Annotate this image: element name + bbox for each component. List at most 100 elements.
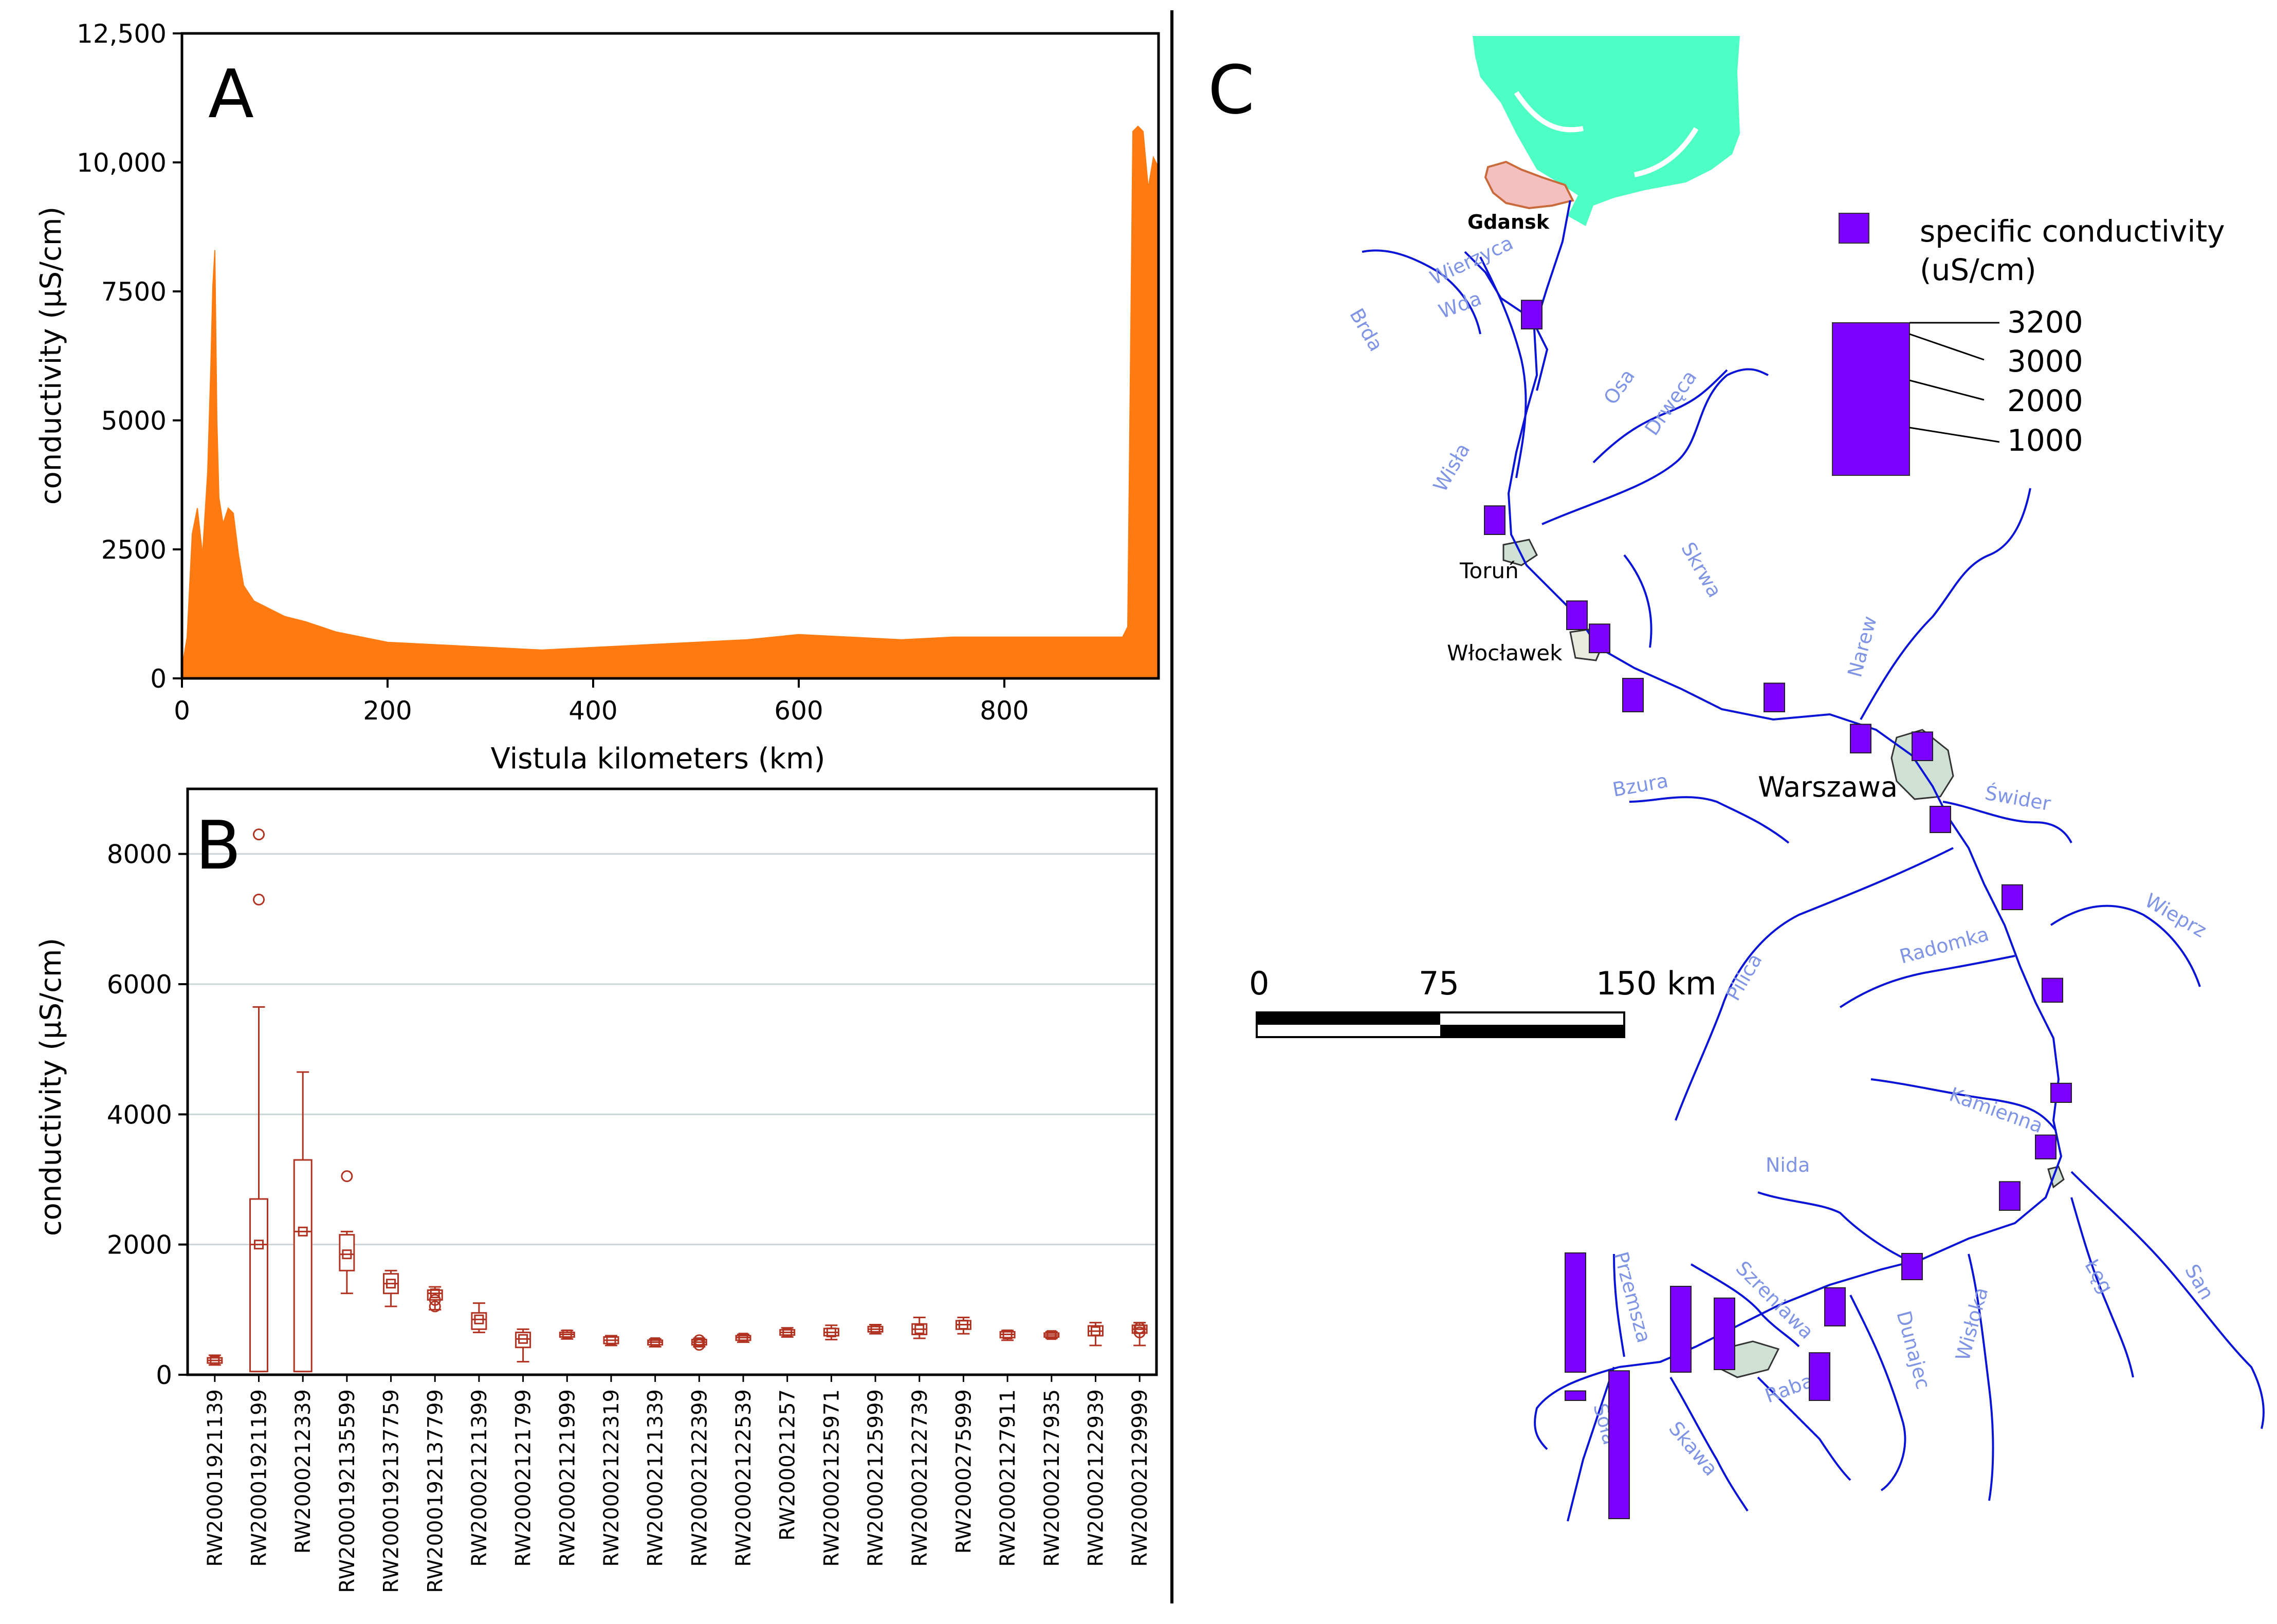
box-outlier xyxy=(693,1339,705,1351)
panel-b-box xyxy=(647,1337,664,1348)
skawa-river xyxy=(1669,1376,1749,1512)
dunajec-river xyxy=(1849,1295,1906,1491)
panel-b-box xyxy=(735,1333,751,1343)
scale-segment-2 xyxy=(1440,1025,1624,1037)
bzura-river xyxy=(1629,796,1790,844)
panel-b-category-label: RW200021257 xyxy=(776,1389,800,1541)
panel-a-y-tick-label: 7500 xyxy=(101,277,167,307)
box-outlier xyxy=(253,828,265,841)
legend-line-1000 xyxy=(1909,427,2000,443)
panel-b-box xyxy=(999,1329,1016,1341)
city-label-warszawa: Warszawa xyxy=(1758,771,1898,803)
city-labels: Gdansk Toruń Włocławek Warszawa xyxy=(1447,211,1898,803)
box-iqr xyxy=(249,1198,269,1373)
box-iqr xyxy=(293,1159,313,1373)
map-bar-wloclawek-2 xyxy=(1589,623,1610,653)
map-bar-wieprz xyxy=(2001,884,2023,911)
przemsza-river xyxy=(1613,1253,1625,1357)
map-bar-krakow xyxy=(1714,1297,1735,1370)
legend-line-3000 xyxy=(1909,333,1985,361)
box-mean-marker xyxy=(518,1334,528,1344)
panel-b-boxes xyxy=(207,828,1148,1373)
panel-a-x-axis-title: Vistula kilometers (km) xyxy=(491,742,825,776)
panel-b-box xyxy=(515,1328,531,1363)
panel-a-frame xyxy=(180,32,1160,680)
panel-a-y-tick-label: 12,500 xyxy=(77,19,167,49)
drweca-river xyxy=(1541,368,1769,525)
map-bar-wloclawek-1 xyxy=(1566,600,1588,630)
raba-river xyxy=(1757,1376,1851,1481)
swider-river xyxy=(1942,801,2072,843)
city-label-torun: Toruń xyxy=(1459,558,1519,583)
panel-b-box xyxy=(823,1324,839,1341)
box-outlier xyxy=(253,893,265,906)
szreniawa-river xyxy=(1690,1263,1800,1348)
legend-level-3200: 3200 xyxy=(2007,305,2083,340)
panel-a-x-tick-label: 800 xyxy=(980,696,1029,726)
panel-b-y-ticks: 0 2000 4000 6000 8000 xyxy=(107,840,188,1390)
legend-line-2000 xyxy=(1909,379,1985,401)
map-bar-wda xyxy=(1521,300,1543,329)
radomka-river xyxy=(1839,955,2015,1008)
panel-b-category-label: RW20002122939 xyxy=(1084,1389,1108,1567)
legend-title: specific conductivity xyxy=(1920,214,2225,249)
legend-level-1000: 1000 xyxy=(2007,423,2083,458)
panel-b-y-tick-label: 4000 xyxy=(107,1100,172,1130)
panel-b-category-label: RW2000192137799 xyxy=(424,1389,447,1593)
gdansk-area xyxy=(1484,160,1574,210)
box-mean-marker xyxy=(606,1335,616,1345)
panel-a-y-tick-label: 5000 xyxy=(101,406,167,436)
panel-a-x-tick-label: 600 xyxy=(774,696,823,726)
map-bar-sola xyxy=(1565,1390,1586,1401)
map-scale-bar: 0 75 150 km xyxy=(1249,965,1716,1038)
box-mean-marker xyxy=(254,1240,264,1250)
map-bar-szreniawa xyxy=(1824,1287,1846,1326)
box-outlier xyxy=(1133,1326,1146,1339)
box-mean-marker xyxy=(562,1329,572,1339)
legend-level-3000: 3000 xyxy=(2007,344,2083,379)
panel-b-category-label: RW2000212339 xyxy=(291,1389,315,1554)
kamienna-river xyxy=(1870,1078,2057,1132)
san-river xyxy=(2070,1171,2265,1429)
box-mean-marker xyxy=(650,1337,660,1348)
legend-level-2000: 2000 xyxy=(2007,383,2083,418)
box-mean-marker xyxy=(738,1333,748,1343)
scale-segment-1 xyxy=(1257,1012,1440,1025)
panel-b-box xyxy=(293,1071,313,1373)
city-label-gdansk: Gdansk xyxy=(1467,211,1550,233)
box-mean-marker xyxy=(958,1319,968,1330)
scale-label-0: 0 xyxy=(1249,965,1269,1002)
map-bar-kamienna xyxy=(2050,1082,2072,1103)
wda-river xyxy=(1464,251,1549,391)
nida-river xyxy=(1757,1191,1918,1265)
panel-b-box xyxy=(427,1286,443,1313)
map-bar-warszawa-1 xyxy=(1850,724,1871,753)
panel-b-category-label: RW20002121799 xyxy=(512,1389,536,1567)
panel-b-box xyxy=(339,1170,355,1295)
map-legend: specific conductivity (uS/cm) 3200 3000 … xyxy=(1832,213,2225,476)
skrwa-river xyxy=(1623,554,1652,648)
panel-b-y-axis-title: conductivity (µS/cm) xyxy=(34,938,68,1237)
box-mean-marker xyxy=(1090,1326,1100,1336)
box-outlier xyxy=(429,1300,441,1313)
panel-b-category-label: RW20002122539 xyxy=(732,1389,756,1567)
map-bar-przemsza-1 xyxy=(1565,1252,1586,1373)
panel-b-category-label: RW20002121339 xyxy=(644,1389,668,1567)
panel-a-letter: A xyxy=(208,55,254,133)
panel-b-category-label: RW2000192137759 xyxy=(380,1389,403,1593)
panel-b-category-label: RW20002122739 xyxy=(908,1389,932,1567)
box-mean-marker xyxy=(430,1288,440,1299)
map-bar-przemsza-2 xyxy=(1670,1285,1692,1373)
map-bar-radomka xyxy=(2042,977,2063,1003)
legend-unit: (uS/cm) xyxy=(1920,252,2036,287)
box-mean-marker xyxy=(474,1314,484,1324)
panel-b-y-tick-label: 0 xyxy=(156,1360,172,1390)
scale-label-75: 75 xyxy=(1419,965,1459,1002)
panel-b-category-label: RW20002125999 xyxy=(864,1389,888,1567)
panel-b-category-label: RW20002127935 xyxy=(1040,1389,1064,1567)
map-bar-mid xyxy=(1764,682,1785,712)
panel-b-category-label: RW20001921139 xyxy=(204,1389,227,1567)
